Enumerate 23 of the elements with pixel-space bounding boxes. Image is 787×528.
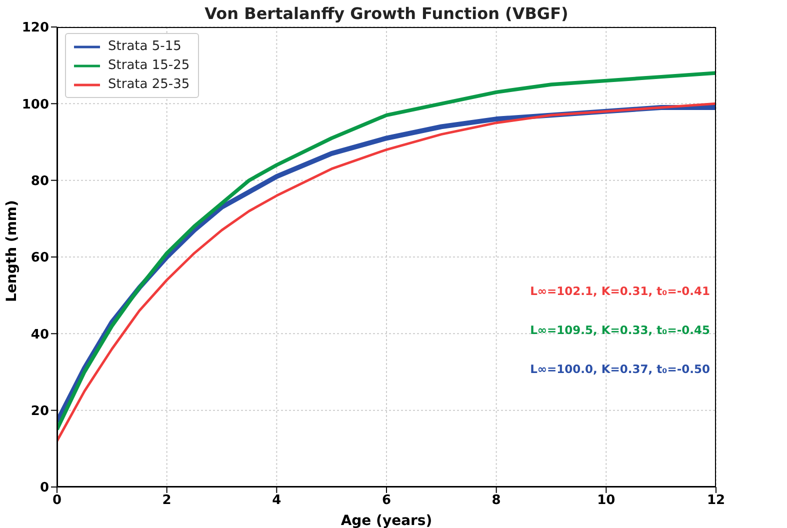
- legend-label: Strata 25-35: [108, 76, 190, 94]
- annotation: L∞=102.1, K=0.31, t₀=-0.41: [530, 284, 710, 298]
- chart-title: Von Bertalanffy Growth Function (VBGF): [204, 4, 570, 23]
- annotation: L∞=100.0, K=0.37, t₀=-0.50: [530, 362, 710, 376]
- x-axis-title: Age (years): [340, 513, 432, 528]
- x-tick-label: 2: [162, 493, 172, 508]
- x-tick-label: 10: [597, 493, 616, 508]
- x-tick-label: 12: [706, 493, 726, 508]
- y-tick-label: 80: [30, 174, 49, 189]
- legend-label: Strata 15-25: [108, 57, 190, 75]
- annotation: L∞=109.5, K=0.33, t₀=-0.45: [530, 323, 710, 337]
- y-tick-label: 0: [40, 480, 49, 496]
- y-tick-label: 60: [30, 250, 49, 266]
- x-tick-label: 4: [272, 493, 282, 508]
- y-tick-label: 40: [30, 327, 49, 342]
- y-tick-label: 20: [30, 404, 49, 419]
- x-tick-label: 8: [492, 493, 501, 508]
- x-tick-label: 0: [52, 493, 62, 508]
- x-tick-label: 6: [382, 493, 392, 508]
- y-tick-label: 100: [22, 97, 49, 112]
- legend-label: Strata 5-15: [108, 38, 182, 56]
- y-tick-label: 120: [22, 20, 49, 36]
- y-axis-title: Length (mm): [4, 200, 20, 302]
